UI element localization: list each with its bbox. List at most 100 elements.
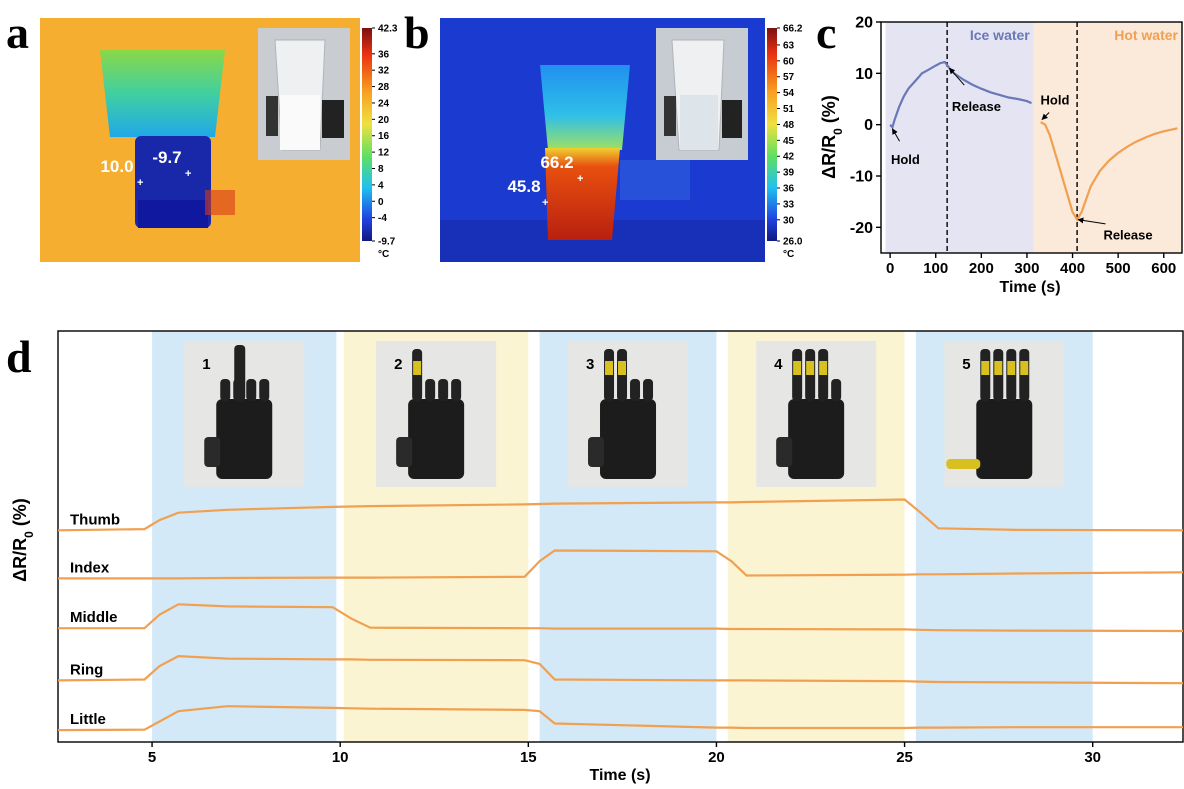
colorbar <box>362 28 372 241</box>
hand-palm <box>976 399 1033 479</box>
series-label: Thumb <box>70 511 120 528</box>
photo-number: 5 <box>962 356 970 373</box>
y-tick-label: 20 <box>855 15 873 32</box>
x-tick-label: 15 <box>520 749 537 766</box>
hand-thumb <box>776 437 793 467</box>
photo-number: 1 <box>202 356 210 373</box>
sensor-patch <box>413 361 422 375</box>
x-tick-label: 5 <box>148 749 156 766</box>
y-axis-title-part: ΔR/R <box>10 538 30 582</box>
colorbar-tick-label: 63 <box>783 40 795 51</box>
x-tick-label: 600 <box>1151 260 1176 277</box>
colorbar-tick-label: 33 <box>783 199 795 210</box>
hand-photo: 1 <box>184 341 305 487</box>
y-tick-label: 0 <box>864 117 873 134</box>
colorbar-tick-label: 24 <box>378 98 390 109</box>
hand-palm <box>600 399 657 479</box>
hand-finger <box>643 379 654 401</box>
hand-photo: 4 <box>756 341 877 487</box>
spot-marker: + <box>577 173 583 185</box>
x-tick-label: 500 <box>1106 260 1131 277</box>
series-label: Middle <box>70 609 118 626</box>
sensor-patch <box>618 361 627 375</box>
x-axis-title: Time (s) <box>999 279 1060 296</box>
y-tick-label: -10 <box>850 169 873 186</box>
panel-label: b <box>404 7 430 58</box>
y-axis-title-part: ΔR/R <box>819 135 839 179</box>
hand-finger <box>425 379 436 401</box>
sensor-patch <box>806 361 815 375</box>
colorbar-tick-label: -4 <box>378 213 387 224</box>
region-label: Ice water <box>970 27 1030 43</box>
data-line <box>58 549 1184 580</box>
hand-finger <box>630 379 641 401</box>
y-axis-title: ΔR/R0 (%) <box>10 498 36 582</box>
colorbar-unit: °C <box>378 249 389 260</box>
colorbar-tick-label: 45 <box>783 136 795 147</box>
hand-photo: 3 <box>568 341 689 487</box>
annotation: Hold <box>1041 93 1070 108</box>
colorbar-unit: °C <box>783 249 794 260</box>
sensor-patch <box>1007 361 1016 375</box>
y-axis-title-part: 0 <box>831 128 845 135</box>
y-axis-title-part: (%) <box>10 498 30 531</box>
annotation-arrow <box>1077 217 1106 225</box>
thermal-image-a <box>40 18 360 262</box>
sensor-patch <box>1020 361 1029 375</box>
spot-temperature: 45.8 <box>507 177 540 196</box>
colorbar-tick-label: -9.7 <box>378 237 396 248</box>
data-line <box>57 654 1184 685</box>
colorbar-tick-label: 36 <box>783 184 795 195</box>
colorbar-tick-label: 48 <box>783 120 795 131</box>
photo-number: 4 <box>774 356 783 373</box>
sensor-patch <box>819 361 828 375</box>
spot-temperature: 66.2 <box>540 153 573 172</box>
y-axis-title: ΔR/R0 (%) <box>819 95 845 179</box>
sensor-patch <box>605 361 614 375</box>
annotation: Hold <box>891 152 920 167</box>
shaded-region <box>1033 22 1182 253</box>
spot-temperature: -9.7 <box>152 148 181 167</box>
x-tick-label: 0 <box>886 260 894 277</box>
colorbar-tick-label: 54 <box>783 88 795 99</box>
spot-marker: + <box>185 168 191 180</box>
hand-finger <box>220 379 231 401</box>
spot-marker: + <box>542 197 548 209</box>
colorbar-tick-label: 12 <box>378 148 390 159</box>
hand-palm <box>788 399 845 479</box>
data-line <box>58 603 1184 633</box>
data-line <box>889 60 1032 130</box>
x-tick-label: 400 <box>1060 260 1085 277</box>
thermal-image-b <box>440 18 765 262</box>
hand-thumb <box>204 437 221 467</box>
annotation: Release <box>1103 228 1152 243</box>
hand-photo: 5 <box>944 341 1065 487</box>
region-label: Hot water <box>1114 27 1178 43</box>
colorbar-tick-label: 32 <box>378 66 390 77</box>
y-tick-label: 10 <box>855 66 873 83</box>
colorbar-tick-label: 57 <box>783 72 795 83</box>
colorbar-tick-label: 0 <box>378 197 384 208</box>
hand-palm <box>216 399 273 479</box>
data-line <box>1040 121 1178 222</box>
shaded-region <box>885 22 1034 253</box>
hand-thumb <box>588 437 605 467</box>
series-label: Index <box>70 559 110 576</box>
x-tick-label: 25 <box>896 749 913 766</box>
annotation-arrow <box>1041 112 1050 120</box>
x-tick-label: 30 <box>1084 749 1101 766</box>
series-label: Ring <box>70 661 103 678</box>
x-tick-label: 200 <box>969 260 994 277</box>
colorbar-tick-label: 26.0 <box>783 237 803 248</box>
x-axis-title: Time (s) <box>589 767 650 784</box>
photo-number: 3 <box>586 356 594 373</box>
colorbar <box>767 28 777 241</box>
hand-finger <box>259 379 270 401</box>
hand-thumb <box>946 459 981 469</box>
y-axis-title-part: 0 <box>22 531 36 538</box>
hand-photo: 2 <box>376 341 497 487</box>
panel-label: c <box>816 7 836 58</box>
sensor-patch <box>793 361 802 375</box>
panel-label: a <box>6 7 29 58</box>
